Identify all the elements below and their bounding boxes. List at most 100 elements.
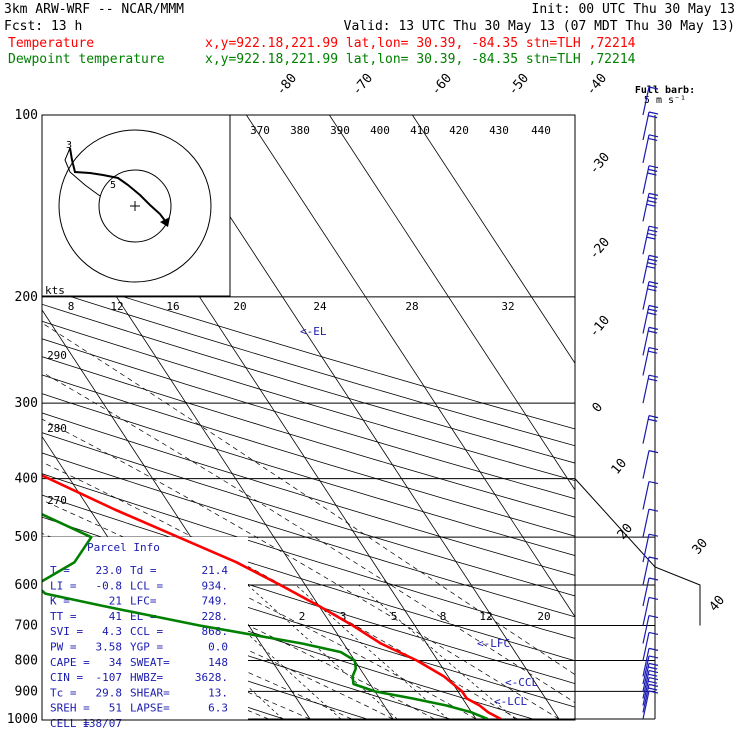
mixing-ratio-label: 8 xyxy=(440,610,447,623)
parcel-info-cell: LAPSE= xyxy=(130,702,170,715)
wind-barb xyxy=(642,683,659,713)
temperature-location: x,y=922.18,221.99 lat,lon= 30.39, -84.35… xyxy=(205,36,636,51)
svg-text:5: 5 xyxy=(110,180,116,191)
pressure-tick-label: 100 xyxy=(15,108,38,123)
dry-adiabat-line xyxy=(42,452,575,618)
parcel-info-cell: 51 xyxy=(109,702,122,715)
hodograph-speed-tick: 16 xyxy=(166,300,179,313)
wind-barb xyxy=(642,676,659,706)
parcel-info-cell: 138/07 xyxy=(82,717,122,730)
mixing-ratio-line xyxy=(247,584,398,719)
parcel-info-cell: 148 xyxy=(208,656,228,669)
dry-adiabat-label: 290 xyxy=(47,349,67,362)
isotherm-label: 0 xyxy=(590,400,607,416)
isotherm-label: 30 xyxy=(690,536,712,558)
parcel-info-cell: -0.8 xyxy=(96,579,123,592)
wind-barb xyxy=(642,662,659,692)
dry-adiabat-line xyxy=(42,412,575,576)
wind-barb xyxy=(642,655,659,685)
dry-adiabat-label: 270 xyxy=(47,494,67,507)
wind-barb xyxy=(642,415,659,444)
wind-barb xyxy=(642,254,659,284)
forecast-hour: Fcst: 13 h xyxy=(4,19,82,34)
plot-frame xyxy=(41,114,576,721)
pressure-tick-label: 600 xyxy=(15,578,38,593)
svg-text:3: 3 xyxy=(66,140,72,151)
parcel-info-cell: 21 xyxy=(109,595,122,608)
isotherm-line xyxy=(246,115,575,618)
wind-barb xyxy=(642,304,659,334)
dry-adiabat-line xyxy=(42,356,575,518)
pressure-tick-label: 800 xyxy=(15,653,38,668)
parcel-info-cell: 13. xyxy=(208,686,228,699)
isotherm-label: -20 xyxy=(587,235,614,263)
mixing-ratio-label: 20 xyxy=(537,610,550,623)
wind-barb xyxy=(642,480,659,510)
parcel-info-cell: LFC= xyxy=(130,595,157,608)
valid-time: Valid: 13 UTC Thu 30 May 13 (07 MDT Thu … xyxy=(344,19,735,34)
moist-adiabat-line xyxy=(42,371,575,704)
wind-barb xyxy=(642,669,659,699)
parcel-info-cell: SVI = xyxy=(50,625,83,638)
hodograph-speed-tick: 8 xyxy=(68,300,75,313)
parcel-info-cell: 21.4 xyxy=(202,564,229,577)
hodograph-speed-tick: 28 xyxy=(405,300,418,313)
parcel-info-cell: 6.3 xyxy=(208,702,228,715)
dry-adiabat-label: 420 xyxy=(449,124,469,137)
dry-adiabat-label: 440 xyxy=(531,124,551,137)
parcel-info-cell: CAPE = xyxy=(50,656,90,669)
parcel-info-title: Parcel Info xyxy=(87,541,160,554)
parcel-info-cell: SHEAR= xyxy=(130,686,170,699)
parcel-info-cell: 41 xyxy=(109,610,122,623)
wind-barb xyxy=(642,346,659,376)
isotherm-label: 10 xyxy=(609,456,631,478)
dry-adiabat-label: 370 xyxy=(250,124,270,137)
wind-barb xyxy=(642,374,659,404)
dry-adiabat-label: 430 xyxy=(489,124,509,137)
wind-barb xyxy=(642,326,659,356)
dry-adiabat-label: 400 xyxy=(370,124,390,137)
parcel-info-cell: YGP = xyxy=(130,641,163,654)
hodograph-speed-tick: 32 xyxy=(501,300,514,313)
parcel-info-cell: 0.0 xyxy=(208,641,228,654)
parcel-info-cell: 23.0 xyxy=(96,564,123,577)
parcel-info-cell: LI = xyxy=(50,579,77,592)
hodograph-speed-tick: 12 xyxy=(110,300,123,313)
mixing-ratio-label: 2 xyxy=(299,610,306,623)
dry-adiabat-line xyxy=(42,338,575,500)
parcel-info-cell: Tc = xyxy=(50,686,77,699)
wind-barb xyxy=(642,134,659,163)
mixing-ratio-label: 3 xyxy=(340,610,347,623)
parcel-info-cell: 34 xyxy=(109,656,123,669)
wind-barb xyxy=(642,631,659,661)
parcel-info-cell: SWEAT= xyxy=(130,656,170,669)
hodograph-speed-ticks: 8 12 16 20 24 28 32 xyxy=(68,300,515,313)
dry-adiabat-line xyxy=(42,611,369,719)
wind-barb xyxy=(642,556,659,586)
dewpoint-trace xyxy=(42,512,489,719)
barb-key-title: Full barb: xyxy=(635,85,695,96)
legend-temperature: Temperature xyxy=(8,36,94,51)
dry-adiabat-line xyxy=(42,303,575,464)
parcel-info-cell: CCL = xyxy=(130,625,163,638)
parcel-info-cell: 4.3 xyxy=(102,625,122,638)
model-title: 3km ARW-WRF -- NCAR/MMM xyxy=(4,2,184,17)
isotherm-label: -40 xyxy=(584,71,611,99)
temperature-trace xyxy=(42,474,502,719)
parcel-info-cell: SREH = xyxy=(50,702,90,715)
sounding-traces xyxy=(42,474,502,719)
moist-adiabat-line xyxy=(42,586,352,719)
pressure-tick-label: 700 xyxy=(15,618,38,633)
wind-barb xyxy=(642,225,659,255)
hodograph-kts-label: kts xyxy=(45,284,65,297)
wind-barb xyxy=(642,111,659,141)
lcl-marker: <-LCL xyxy=(494,695,527,708)
mixing-ratio-label: 5 xyxy=(391,610,398,623)
mixing-ratio-label: 12 xyxy=(479,610,492,623)
isotherm-label: 20 xyxy=(615,521,637,543)
wind-barb xyxy=(642,192,659,222)
dry-adiabat-line xyxy=(42,320,575,482)
wind-barb xyxy=(642,450,659,479)
wind-barb xyxy=(642,533,659,563)
wind-barb xyxy=(642,86,659,116)
